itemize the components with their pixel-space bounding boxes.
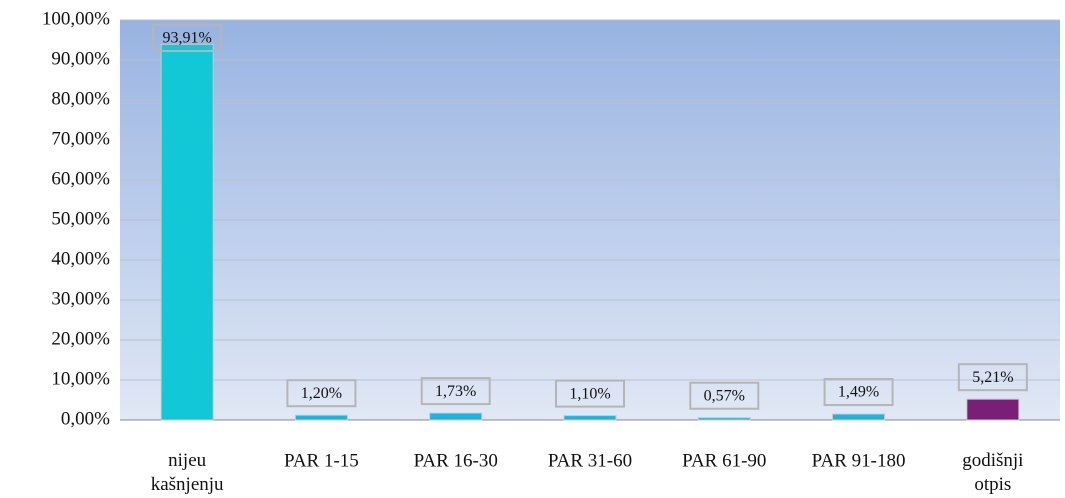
x-tick-label: godišnji otpis [962, 450, 1023, 495]
x-tick-label: PAR 1-15 [284, 450, 359, 471]
y-tick-label: 60,00% [51, 168, 110, 189]
y-tick-label: 90,00% [51, 48, 110, 69]
value-label: 5,21% [972, 369, 1013, 386]
x-tick-label: PAR 61-90 [682, 450, 766, 471]
value-label-box [286, 379, 357, 408]
value-label-box [689, 381, 760, 410]
bar [563, 415, 617, 421]
value-label: 1,20% [301, 385, 342, 402]
value-label: 1,73% [435, 383, 476, 400]
value-label-box [555, 379, 625, 408]
y-tick-label: 70,00% [51, 128, 110, 149]
bar [294, 414, 348, 421]
x-tick-label: nijeu kašnjenju [151, 450, 224, 495]
x-tick-label: PAR 16-30 [414, 450, 498, 471]
value-label: 93,91% [162, 30, 211, 47]
y-tick-label: 40,00% [51, 248, 110, 269]
x-tick-label: PAR 91-180 [812, 450, 906, 471]
bar [966, 398, 1020, 421]
y-tick-label: 20,00% [51, 328, 110, 349]
y-tick-label: 10,00% [51, 368, 110, 389]
y-tick-label: 50,00% [51, 208, 110, 229]
value-label-box [957, 363, 1028, 392]
value-label: 1,49% [838, 384, 879, 401]
value-label-box [823, 378, 894, 407]
value-label-box [152, 24, 223, 52]
value-label-box [420, 377, 491, 406]
bar [429, 412, 483, 421]
bar [832, 413, 886, 421]
y-tick-label: 100,00% [42, 8, 110, 29]
bar [697, 417, 751, 421]
y-tick-label: 80,00% [51, 88, 110, 109]
value-label: 1,10% [569, 385, 610, 402]
y-tick-label: 30,00% [51, 288, 110, 309]
value-label: 0,57% [704, 387, 745, 404]
x-tick-label: PAR 31-60 [548, 450, 632, 471]
y-tick-label: 0,00% [61, 408, 110, 429]
bar [160, 43, 214, 421]
